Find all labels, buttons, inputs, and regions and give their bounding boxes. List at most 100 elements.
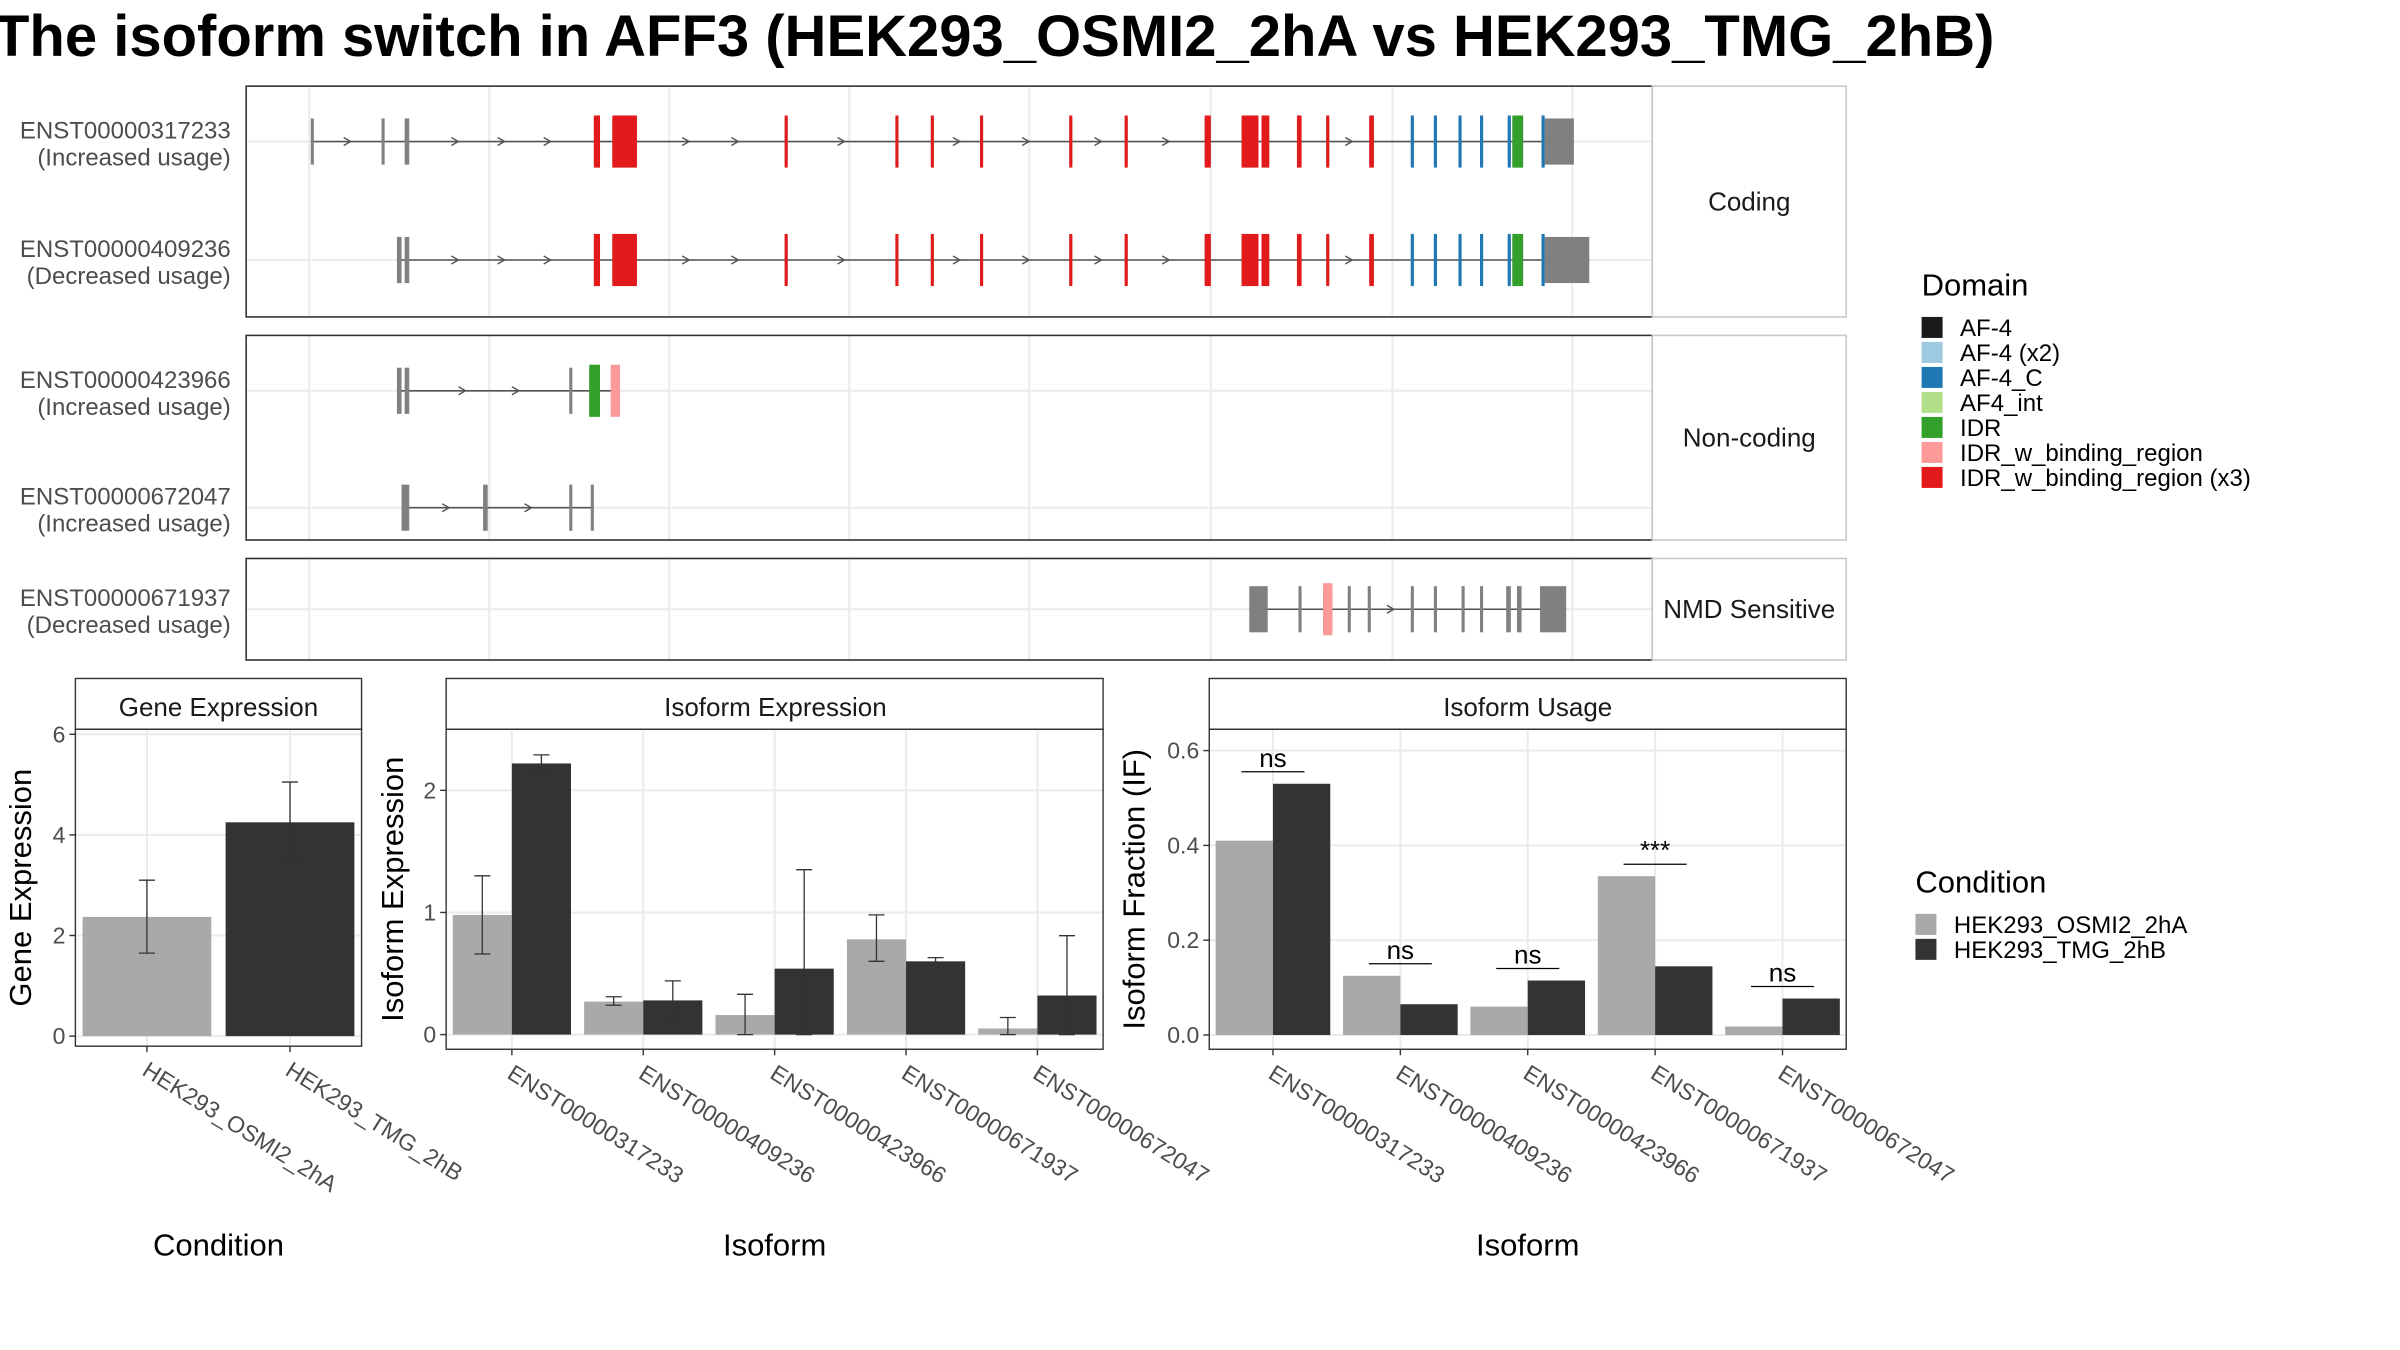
legend-condition-label: HEK293_TMG_2hB: [1954, 937, 2166, 964]
legend-domain-label: IDR: [1960, 415, 2001, 442]
bar: [1215, 840, 1273, 1036]
legend-domain-key: [1921, 341, 1943, 363]
domain-block: [1410, 233, 1414, 287]
domain-block: [1458, 115, 1462, 168]
intron-arrow: [1161, 255, 1171, 265]
domain-block: [1433, 233, 1437, 287]
y-tick-label: 4: [53, 822, 66, 848]
domain-block: [1124, 115, 1128, 168]
intron-arrow: [1344, 255, 1354, 265]
facet-strip: [1651, 334, 1847, 541]
domain-block: [784, 115, 788, 168]
bar: [1272, 783, 1331, 1036]
domain-block: [610, 364, 621, 417]
legend-domain-key: [1921, 441, 1943, 463]
y-axis-title: Isoform Expression: [375, 757, 410, 1022]
facet-strip-label: NMD Sensitive: [1663, 594, 1835, 624]
exon-block: [590, 484, 594, 531]
legend-domain-title: Domain: [1922, 267, 2029, 302]
isoform-track-usage: (Decreased usage): [27, 612, 231, 639]
intron-arrow: [681, 255, 691, 265]
y-tick-label: 2: [423, 777, 436, 803]
legend-condition-key: [1915, 913, 1937, 935]
intron-arrow: [1094, 255, 1103, 265]
exon-block: [404, 236, 410, 284]
isoform-track-id: ENST00000317233: [20, 118, 231, 145]
legend-domain-key: [1921, 416, 1943, 438]
exon-block: [1461, 586, 1465, 633]
isoform-track: ENST00000317233(Increased usage): [20, 115, 1574, 172]
isoform-track-id: ENST00000672047: [20, 484, 231, 511]
significance-label: ***: [1640, 835, 1670, 865]
exon-block: [1298, 586, 1302, 633]
legend-condition-title: Condition: [1915, 864, 2046, 899]
chart-1: Isoform Expression012ENST00000317233ENST…: [375, 677, 1214, 1262]
y-tick-label: 0.4: [1167, 832, 1199, 858]
bar: [1725, 1026, 1783, 1036]
intron-arrow: [731, 136, 740, 147]
structure-panel-bg: [246, 335, 1653, 541]
domain-block: [1541, 233, 1545, 287]
domain-block: [1480, 233, 1484, 287]
intron-arrow: [451, 136, 460, 147]
domain-block: [1369, 233, 1374, 287]
legend-domain-label: AF-4: [1960, 315, 2012, 342]
isoform-track: ENST00000671937(Decreased usage): [20, 583, 1567, 639]
chart-title: Gene Expression: [119, 692, 318, 722]
isoform-track-usage: (Increased usage): [37, 145, 230, 172]
significance-label: ns: [1514, 940, 1541, 970]
isoform-track-id: ENST00000423966: [20, 367, 231, 394]
domain-block: [593, 115, 601, 168]
exon-block: [404, 367, 410, 414]
legend-condition-key: [1915, 938, 1937, 960]
domain-block: [1296, 233, 1302, 287]
bar: [1597, 876, 1656, 1036]
intron-arrow: [731, 255, 740, 265]
exon-block: [1544, 118, 1574, 165]
domain-block: [1124, 233, 1128, 287]
intron-arrow: [1344, 136, 1354, 147]
exon-block: [401, 484, 410, 531]
exon-block: [1410, 586, 1414, 633]
domain-block: [784, 233, 788, 287]
facet-strip: [1651, 85, 1847, 318]
domain-block: [1241, 233, 1259, 287]
exon-block: [1544, 236, 1590, 284]
legend-domain-key: [1921, 466, 1943, 488]
domain-block: [895, 115, 899, 168]
domain-block: [1480, 115, 1484, 168]
legend-condition-label: HEK293_OSMI2_2hA: [1954, 912, 2187, 939]
bar: [511, 763, 571, 1035]
intron-arrow: [343, 136, 353, 147]
isoform-track: ENST00000672047(Increased usage): [20, 484, 594, 538]
domain-block: [1069, 115, 1073, 168]
y-axis-title: Gene Expression: [3, 769, 38, 1007]
domain-block: [1069, 233, 1073, 287]
x-axis-title: Isoform: [723, 1227, 826, 1262]
isoform-track-usage: (Decreased usage): [27, 263, 231, 290]
bar: [1343, 975, 1401, 1036]
isoform-track-id: ENST00000671937: [20, 585, 231, 612]
exon-block: [381, 118, 385, 165]
expression-charts: Gene Expression0246HEK293_OSMI2_2hAHEK29…: [3, 677, 1959, 1262]
legend-domain-label: AF-4 (x2): [1960, 340, 2060, 367]
intron-arrow: [441, 503, 451, 513]
exon-block: [569, 367, 573, 414]
structure-panel-bg: [246, 86, 1653, 317]
legend-domain-label: AF4_int: [1960, 390, 2043, 417]
exon-block: [569, 484, 573, 531]
chart-strip: [1208, 677, 1847, 730]
structure-group-2: NMD Sensitive ENST00000671937(Decreased u…: [20, 557, 1847, 661]
exon-block: [1347, 586, 1351, 633]
intron-arrow: [1386, 604, 1396, 614]
isoform-track-id: ENST00000409236: [20, 236, 231, 263]
chart-strip: [445, 677, 1104, 730]
exon-block: [1480, 586, 1484, 633]
intron-arrow: [952, 255, 962, 265]
domain-block: [612, 115, 637, 168]
domain-block: [1296, 115, 1302, 168]
domain-block: [1204, 115, 1211, 168]
domain-block: [1326, 233, 1330, 287]
